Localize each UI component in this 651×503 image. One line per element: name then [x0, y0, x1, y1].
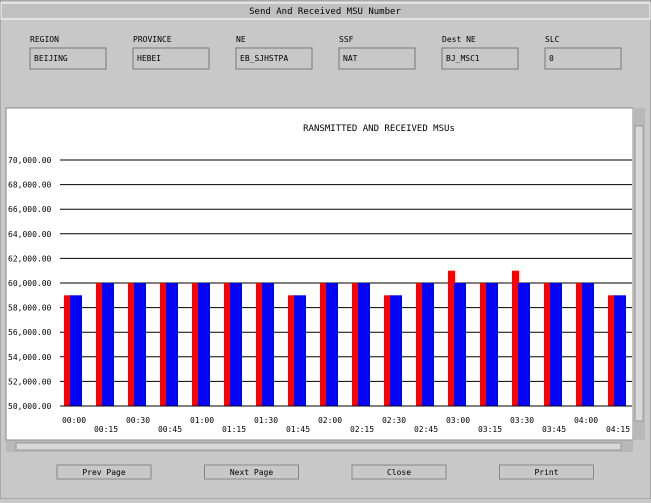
bar [294, 295, 306, 406]
field-label: Dest NE [442, 35, 476, 44]
x-tick-label: 02:00 [318, 416, 342, 425]
x-tick-label: 00:15 [94, 425, 118, 434]
bar [454, 283, 466, 406]
field-value: BJ_MSC1 [446, 54, 480, 63]
x-tick-label: 00:30 [126, 416, 150, 425]
x-tick-label: 01:00 [190, 416, 214, 425]
bar [326, 283, 338, 406]
title-bar [0, 2, 651, 20]
x-tick-label: 02:45 [414, 425, 438, 434]
x-tick-label: 03:45 [542, 425, 566, 434]
bar [262, 283, 274, 406]
x-tick-label: 04:15 [606, 425, 630, 434]
bar [512, 270, 519, 406]
field-input[interactable] [441, 47, 519, 70]
bar [192, 283, 199, 406]
bar [384, 295, 391, 406]
y-tick-label: 56,000.00 [8, 328, 52, 337]
button-label[interactable]: Prev Page [82, 468, 126, 477]
button-label[interactable]: Close [387, 468, 411, 477]
field-label: SLC [545, 35, 560, 44]
bar [480, 283, 487, 406]
button-label[interactable]: Print [534, 468, 558, 477]
bar [358, 283, 370, 406]
x-tick-label: 00:00 [62, 416, 86, 425]
bar [224, 283, 231, 406]
y-tick-label: 60,000.00 [8, 279, 52, 288]
bar [582, 283, 594, 406]
bar [422, 283, 434, 406]
bar [550, 283, 562, 406]
y-tick-label: 64,000.00 [8, 230, 52, 239]
field-label: SSF [339, 35, 354, 44]
bar [486, 283, 498, 406]
bar [134, 283, 146, 406]
bar [416, 283, 423, 406]
x-tick-label: 02:15 [350, 425, 374, 434]
field-input[interactable] [544, 47, 622, 70]
bar [230, 283, 242, 406]
y-tick-label: 58,000.00 [8, 304, 52, 313]
bar [614, 295, 626, 406]
bar [320, 283, 327, 406]
x-tick-label: 01:30 [254, 416, 278, 425]
y-tick-label: 70,000.00 [8, 156, 52, 165]
bar [70, 295, 82, 406]
x-tick-label: 03:30 [510, 416, 534, 425]
button-label[interactable]: Next Page [230, 468, 274, 477]
field-input[interactable] [235, 47, 313, 70]
field-value: BEIJING [34, 54, 68, 63]
bar [96, 283, 103, 406]
field-label: REGION [30, 35, 59, 44]
y-tick-label: 50,000.00 [8, 402, 52, 411]
bar [608, 295, 615, 406]
window-title: Send And Received MSU Number [249, 7, 401, 17]
y-tick-label: 66,000.00 [8, 205, 52, 214]
x-tick-label: 03:15 [478, 425, 502, 434]
field-value: 0 [549, 54, 554, 63]
bar [64, 295, 71, 406]
field-label: NE [236, 35, 246, 44]
field-value: HEBEI [137, 54, 161, 63]
bar [288, 295, 295, 406]
x-tick-label: 00:45 [158, 425, 182, 434]
bar [160, 283, 167, 406]
x-tick-label: 01:45 [286, 425, 310, 434]
h-scroll-thumb[interactable] [15, 442, 622, 451]
bar [448, 270, 455, 406]
y-tick-label: 62,000.00 [8, 254, 52, 263]
bar [576, 283, 583, 406]
bar [544, 283, 551, 406]
button[interactable] [204, 464, 299, 480]
bar [102, 283, 114, 406]
x-tick-label: 03:00 [446, 416, 470, 425]
button[interactable] [499, 464, 594, 480]
button[interactable] [351, 464, 447, 480]
field-input[interactable] [132, 47, 210, 70]
bar [166, 283, 178, 406]
button[interactable] [56, 464, 152, 480]
bar [390, 295, 402, 406]
field-value: EB_SJHSTPA [240, 54, 288, 63]
bar [256, 283, 263, 406]
bar [518, 283, 530, 406]
x-tick-label: 04:00 [574, 416, 598, 425]
field-value: NAT [343, 54, 358, 63]
bar [352, 283, 359, 406]
bar [128, 283, 135, 406]
field-input[interactable] [338, 47, 416, 70]
v-scroll-thumb[interactable] [634, 125, 644, 422]
y-tick-label: 54,000.00 [8, 353, 52, 362]
bar [198, 283, 210, 406]
x-tick-label: 02:30 [382, 416, 406, 425]
y-tick-label: 52,000.00 [8, 377, 52, 386]
x-tick-label: 01:15 [222, 425, 246, 434]
chart-title: RANSMITTED AND RECEIVED MSUs [303, 124, 455, 134]
field-label: PROVINCE [133, 35, 172, 44]
y-tick-label: 68,000.00 [8, 181, 52, 190]
field-input[interactable] [29, 47, 107, 70]
